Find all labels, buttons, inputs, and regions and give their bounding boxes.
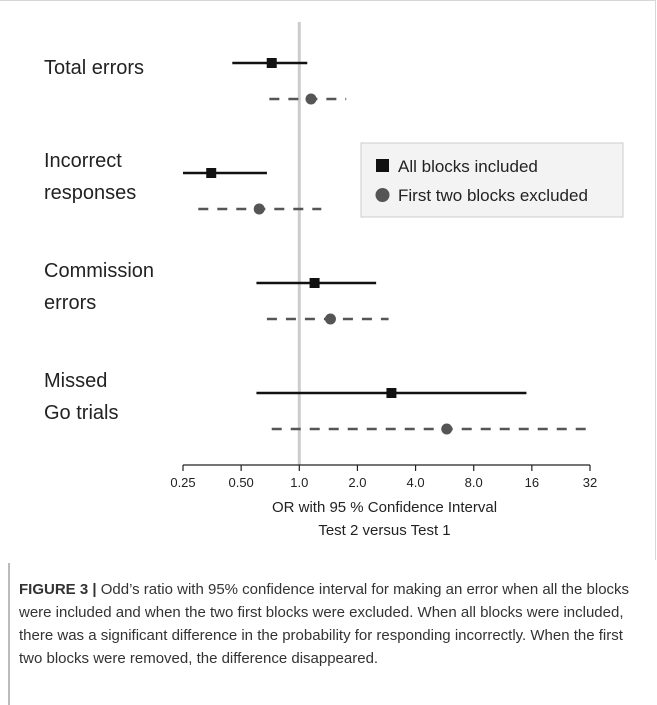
category-label: Total errors [44, 57, 144, 79]
legend-marker-square [376, 159, 389, 172]
category-label: Go trials [44, 402, 118, 424]
point-circle [441, 423, 453, 435]
point-circle [253, 203, 265, 215]
x-axis-subtitle: Test 2 versus Test 1 [318, 522, 450, 539]
point-square [386, 388, 397, 398]
x-tick-label: 8.0 [465, 475, 483, 490]
category-label: responses [44, 182, 136, 204]
forest-plot: 0.25 0.50 1.0 2.0 4.0 8.0 16 32 OR with 95 % Con… [44, 22, 624, 539]
category-label: errors [44, 292, 96, 314]
x-tick-label: 32 [583, 475, 597, 490]
figure-frame [0, 0, 656, 560]
legend-label: First two blocks excluded [398, 186, 588, 205]
legend-marker-circle [375, 188, 390, 202]
x-axis-title: OR with 95 % Confidence Interval [272, 499, 497, 516]
x-tick-label: 4.0 [407, 475, 425, 490]
x-tick-label: 2.0 [348, 475, 366, 490]
point-square [206, 168, 217, 178]
x-tick-label: 1.0 [290, 475, 308, 490]
x-tick-label: 0.25 [170, 475, 195, 490]
point-circle [305, 93, 317, 105]
caption-rule [8, 563, 10, 705]
legend-label: All blocks included [398, 157, 538, 176]
category-label: Missed [44, 370, 107, 392]
category-label: Commission [44, 260, 154, 282]
point-square [309, 278, 320, 288]
x-tick-label: 0.50 [228, 475, 253, 490]
point-circle [324, 313, 336, 325]
figure-caption: FIGURE 3 | Odd’s ratio with 95% confiden… [19, 578, 639, 670]
caption-text: Odd’s ratio with 95% confidence interval… [19, 581, 630, 667]
category-label: Incorrect [44, 150, 122, 172]
legend-box [360, 142, 624, 218]
point-square [266, 58, 277, 68]
x-tick-label: 16 [525, 475, 539, 490]
caption-label: FIGURE 3 | [19, 581, 97, 598]
